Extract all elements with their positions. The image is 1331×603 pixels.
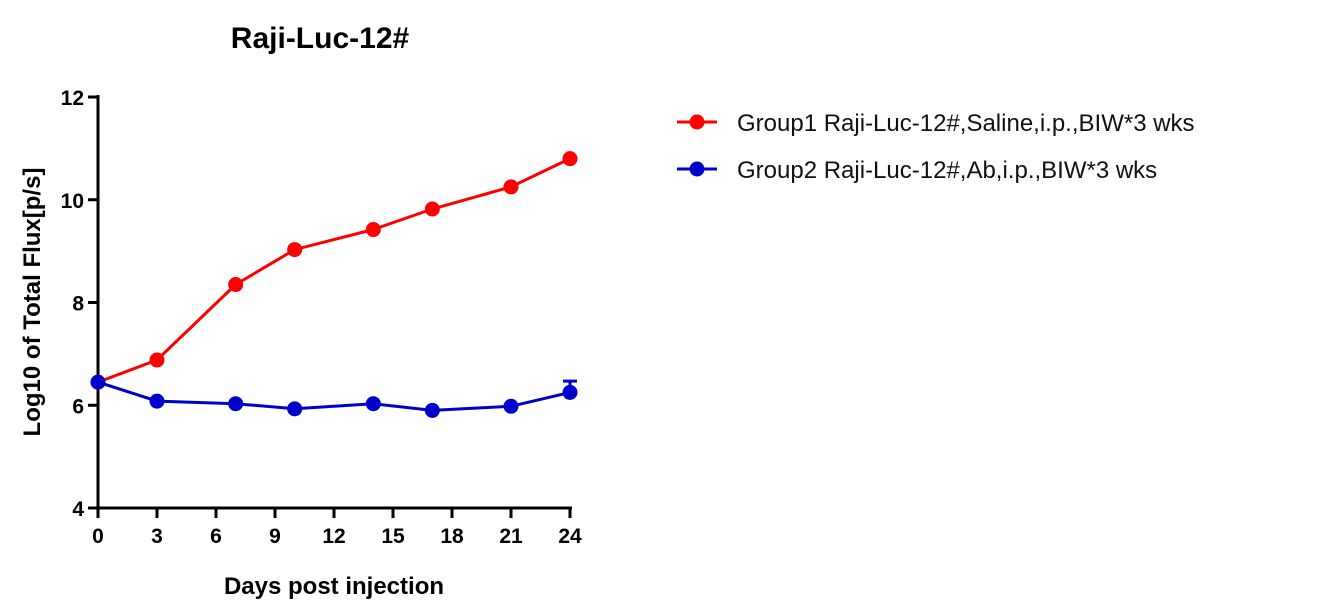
- series-line: [97, 380, 571, 412]
- y-tick-label: 6: [72, 395, 84, 418]
- chart-title: Raji-Luc-12#: [231, 22, 410, 55]
- series-1: [90, 151, 578, 390]
- series-2: [90, 374, 578, 418]
- x-axis-label: Days post injection: [224, 573, 444, 600]
- x-tick-label: 18: [440, 525, 464, 548]
- data-point: [503, 398, 519, 414]
- x-tick-label: 24: [558, 525, 582, 548]
- series-line: [97, 157, 571, 384]
- y-tick-label: 4: [72, 498, 84, 521]
- legend: Group1 Raji-Luc-12#,Saline,i.p.,BIW*3 wk…: [677, 110, 1195, 184]
- axes: 4 6 8 10 12 0 3 6 9 12 15 18 21 24: [61, 87, 582, 548]
- x-tick-label: 21: [499, 525, 523, 548]
- data-point: [149, 393, 165, 409]
- x-tick-label: 3: [151, 525, 163, 548]
- data-point: [149, 352, 165, 368]
- data-point: [562, 384, 578, 400]
- x-tick-label: 15: [381, 525, 405, 548]
- data-point: [365, 396, 381, 412]
- legend-label: Group1 Raji-Luc-12#,Saline,i.p.,BIW*3 wk…: [737, 110, 1195, 137]
- data-point: [287, 242, 303, 258]
- y-tick-label: 10: [61, 190, 84, 213]
- x-tick-label: 9: [269, 525, 281, 548]
- x-tick-label: 12: [322, 525, 345, 548]
- y-tick-label: 12: [61, 87, 84, 110]
- legend-item-2: Group2 Raji-Luc-12#,Ab,i.p.,BIW*3 wks: [677, 157, 1157, 184]
- data-point: [503, 179, 519, 195]
- data-point: [228, 277, 244, 293]
- y-axis-label: Log10 of Total Flux[p/s]: [19, 168, 46, 437]
- plot-area: [90, 151, 578, 418]
- data-point: [228, 396, 244, 412]
- legend-label: Group2 Raji-Luc-12#,Ab,i.p.,BIW*3 wks: [737, 157, 1157, 184]
- x-tick-label: 0: [92, 525, 104, 548]
- x-tick-label: 6: [210, 525, 222, 548]
- legend-item-1: Group1 Raji-Luc-12#,Saline,i.p.,BIW*3 wk…: [677, 110, 1195, 137]
- y-tick-label: 8: [72, 293, 84, 316]
- data-point: [287, 401, 303, 417]
- data-point: [90, 374, 106, 390]
- data-point: [424, 402, 440, 418]
- data-point: [365, 222, 381, 238]
- legend-marker: [689, 114, 705, 130]
- data-point: [424, 201, 440, 217]
- legend-marker: [689, 161, 705, 177]
- data-point: [562, 151, 578, 167]
